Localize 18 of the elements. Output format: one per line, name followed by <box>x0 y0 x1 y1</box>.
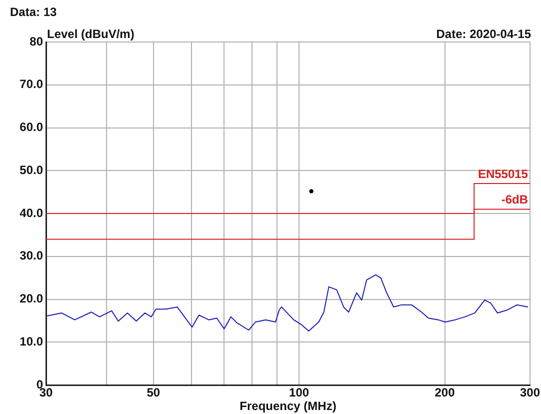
y-tick-label: 80 <box>30 34 44 48</box>
y-tick-label: 40.0 <box>20 206 44 220</box>
y-tick-label: 10.0 <box>20 334 44 348</box>
text: Data: 13 <box>10 5 57 19</box>
x-axis-title: Frequency (MHz) <box>240 399 336 414</box>
y-tick-label: 60.0 <box>20 120 44 134</box>
x-tick-label: 100 <box>289 386 310 400</box>
series-label: -6dB <box>501 192 528 207</box>
y-tick-label: 70.0 <box>20 77 44 92</box>
y-axis-title: Level (dBuV/m) <box>47 27 134 41</box>
x-tick-label: 300 <box>520 386 540 400</box>
y-tick-label: 50.0 <box>20 162 44 177</box>
y-tick-label: 30.0 <box>20 248 44 263</box>
series-label: EN55015 <box>478 166 528 181</box>
text: Date: 2020-04-15 <box>436 27 531 41</box>
x-tick-label: 200 <box>434 386 456 400</box>
y-tick-label: 20.0 <box>20 292 44 306</box>
x-tick-label: 50 <box>146 386 160 400</box>
